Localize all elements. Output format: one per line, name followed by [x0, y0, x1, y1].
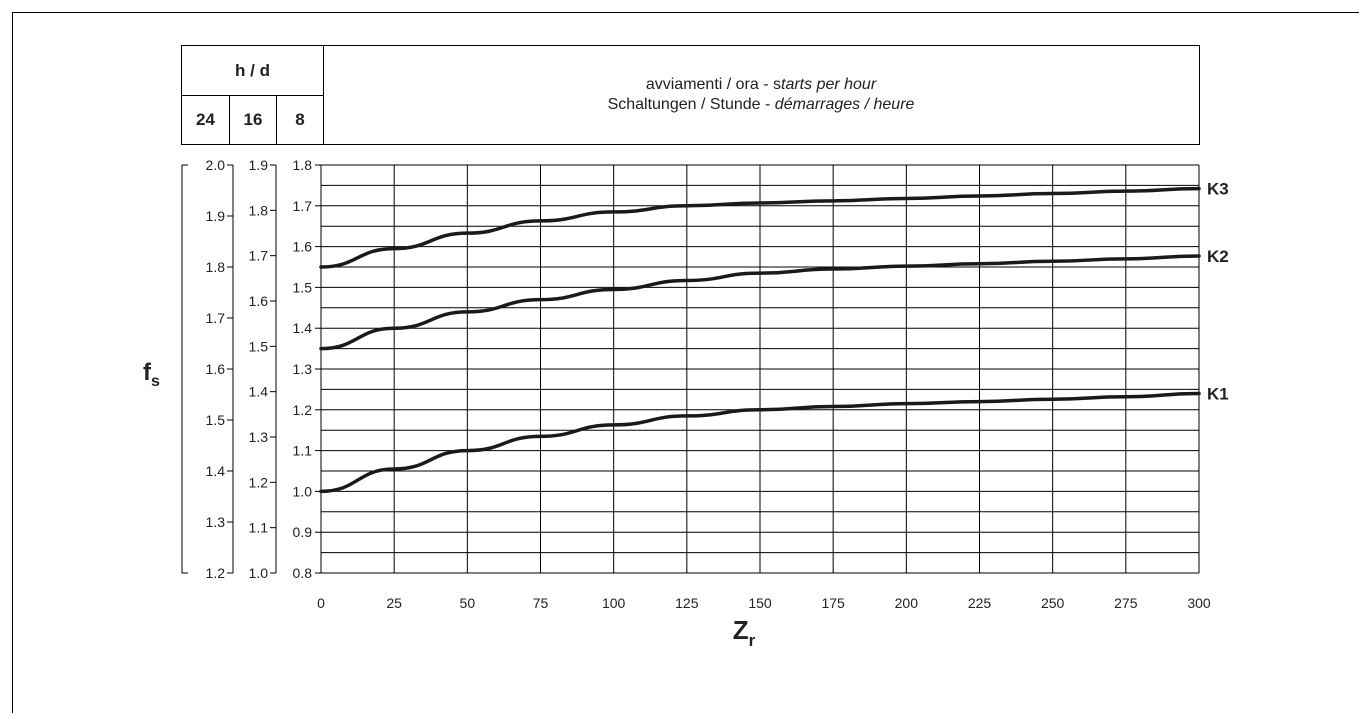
y-tick-label-24h: 2.0: [206, 157, 226, 173]
y-tick-label-8h: 1.1: [293, 443, 313, 459]
series-label-k2: K2: [1207, 247, 1229, 266]
x-tick-label: 200: [895, 595, 919, 611]
starts-line1-plain: avviamenti / ora - s: [645, 76, 781, 93]
starts-line2-plain: Schaltungen / Stunde -: [607, 96, 775, 113]
hours-per-day-label: h / d: [182, 46, 323, 96]
y-tick-label-8h: 1.4: [293, 320, 313, 336]
series-line-k1: [319, 391, 1201, 494]
starts-per-hour-caption: avviamenti / ora - starts per hour Schal…: [323, 46, 1199, 144]
x-axis-label: Zr: [733, 615, 756, 650]
x-tick-label: 50: [460, 595, 476, 611]
y-tick-label-24h: 1.6: [206, 361, 226, 377]
y-tick-label-24h: 1.2: [206, 565, 226, 581]
y-tick-label-16h: 1.8: [249, 202, 269, 218]
y-axis-label: fs: [143, 359, 160, 390]
y-tick-label-16h: 1.5: [249, 338, 269, 354]
y-tick-label-16h: 1.3: [249, 429, 269, 445]
starts-line1-italic: tarts per hour: [781, 76, 877, 93]
y-tick-label-16h: 1.9: [249, 157, 269, 173]
y-tick-label-16h: 1.4: [249, 384, 269, 400]
series-line-k3: [319, 186, 1201, 269]
y-tick-label-8h: 0.8: [293, 565, 313, 581]
y-tick-label-24h: 1.9: [206, 208, 226, 224]
x-tick-label: 275: [1114, 595, 1138, 611]
grid-layer: [320, 164, 1200, 574]
y-tick-label-8h: 1.5: [293, 279, 313, 295]
x-tick-label: 100: [602, 595, 626, 611]
series-layer: [319, 186, 1201, 494]
x-tick-label: 175: [821, 595, 845, 611]
x-tick-label: 225: [968, 595, 992, 611]
y-tick-label-8h: 1.0: [293, 483, 313, 499]
x-tick-label: 250: [1041, 595, 1065, 611]
series-label-k3: K3: [1207, 180, 1229, 199]
x-tick-label: 25: [386, 595, 402, 611]
x-tick-label: 300: [1187, 595, 1211, 611]
y-tick-label-8h: 1.3: [293, 361, 313, 377]
hours-8-cell: 8: [295, 110, 305, 129]
x-tick-label: 75: [533, 595, 549, 611]
figure-frame: [12, 12, 1359, 713]
y-tick-label-16h: 1.2: [249, 474, 269, 490]
y-tick-label-16h: 1.6: [249, 293, 269, 309]
y-tick-label-8h: 1.2: [293, 402, 313, 418]
y-tick-label-24h: 1.5: [206, 412, 226, 428]
axis-bracket: [181, 164, 188, 574]
y-tick-label-24h: 1.3: [206, 514, 226, 530]
y-tick-label-24h: 1.7: [206, 310, 226, 326]
y-tick-label-8h: 1.6: [293, 239, 313, 255]
series-line-k2: [319, 254, 1201, 351]
y-tick-label-24h: 1.4: [206, 463, 226, 479]
chart-svg: fs Zr 0 25 50 75 100 125 150 175 200 225 250 275 300…: [143, 157, 1229, 650]
y-tick-label-8h: 0.9: [293, 524, 313, 540]
header-table: h / d 24 16 8 avviamenti / ora - starts …: [181, 45, 1200, 145]
series-label-k1: K1: [1207, 384, 1229, 403]
x-tick-label: 125: [675, 595, 699, 611]
starts-caption-line2: Schaltungen / Stunde - démarrages / heur…: [608, 95, 915, 115]
starts-caption-line1: avviamenti / ora - starts per hour: [646, 75, 876, 95]
x-tick-label: 0: [317, 595, 325, 611]
y-tick-label-16h: 1.7: [249, 248, 269, 264]
hours-16-cell: 16: [230, 96, 277, 144]
y-tick-label-16h: 1.1: [249, 520, 269, 536]
y-tick-label-8h: 1.8: [293, 157, 313, 173]
hours-24-cell: 24: [182, 96, 230, 144]
label-layer: fs Zr 0 25 50 75 100 125 150 175 200 225 250 275 300…: [143, 157, 1229, 650]
x-tick-label: 150: [748, 595, 772, 611]
y-tick-label-8h: 1.7: [293, 198, 313, 214]
starts-line2-italic: démarrages / heure: [774, 96, 915, 113]
axes-layer: [181, 164, 322, 574]
y-tick-label-24h: 1.8: [206, 259, 226, 275]
y-tick-label-16h: 1.0: [249, 565, 269, 581]
header-divider: [323, 46, 324, 144]
